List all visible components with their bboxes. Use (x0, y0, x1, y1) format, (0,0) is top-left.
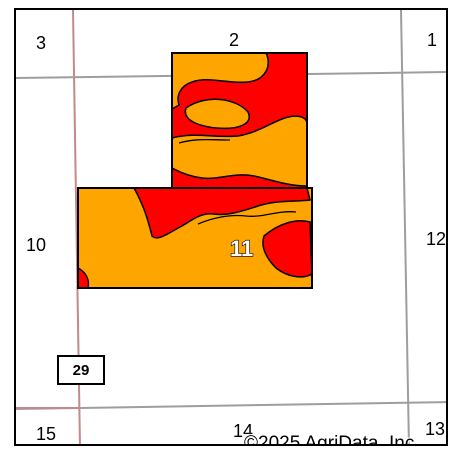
section-label-12: 12 (426, 229, 447, 249)
section-line-east (400, 10, 410, 444)
section-label-2: 2 (229, 30, 240, 50)
route-shield: 29 (57, 355, 105, 385)
section-label-14: 14 (233, 421, 254, 441)
section-label-15: 15 (36, 424, 57, 444)
field-north-block (171, 52, 308, 190)
field-number-label: 11 (229, 235, 254, 261)
map-frame: 3 2 1 10 12 15 14 13 29 11 ©2025 AgriDat… (14, 8, 448, 446)
section-line-south (16, 401, 446, 410)
copyright-notice: ©2025 AgriData, Inc. (244, 433, 420, 446)
map-canvas[interactable] (16, 10, 448, 446)
section-label-1: 1 (427, 30, 438, 50)
section-label-3: 3 (36, 33, 47, 53)
section-label-10: 10 (26, 235, 47, 255)
section-label-13: 13 (425, 419, 446, 439)
field-south-block (77, 187, 313, 289)
